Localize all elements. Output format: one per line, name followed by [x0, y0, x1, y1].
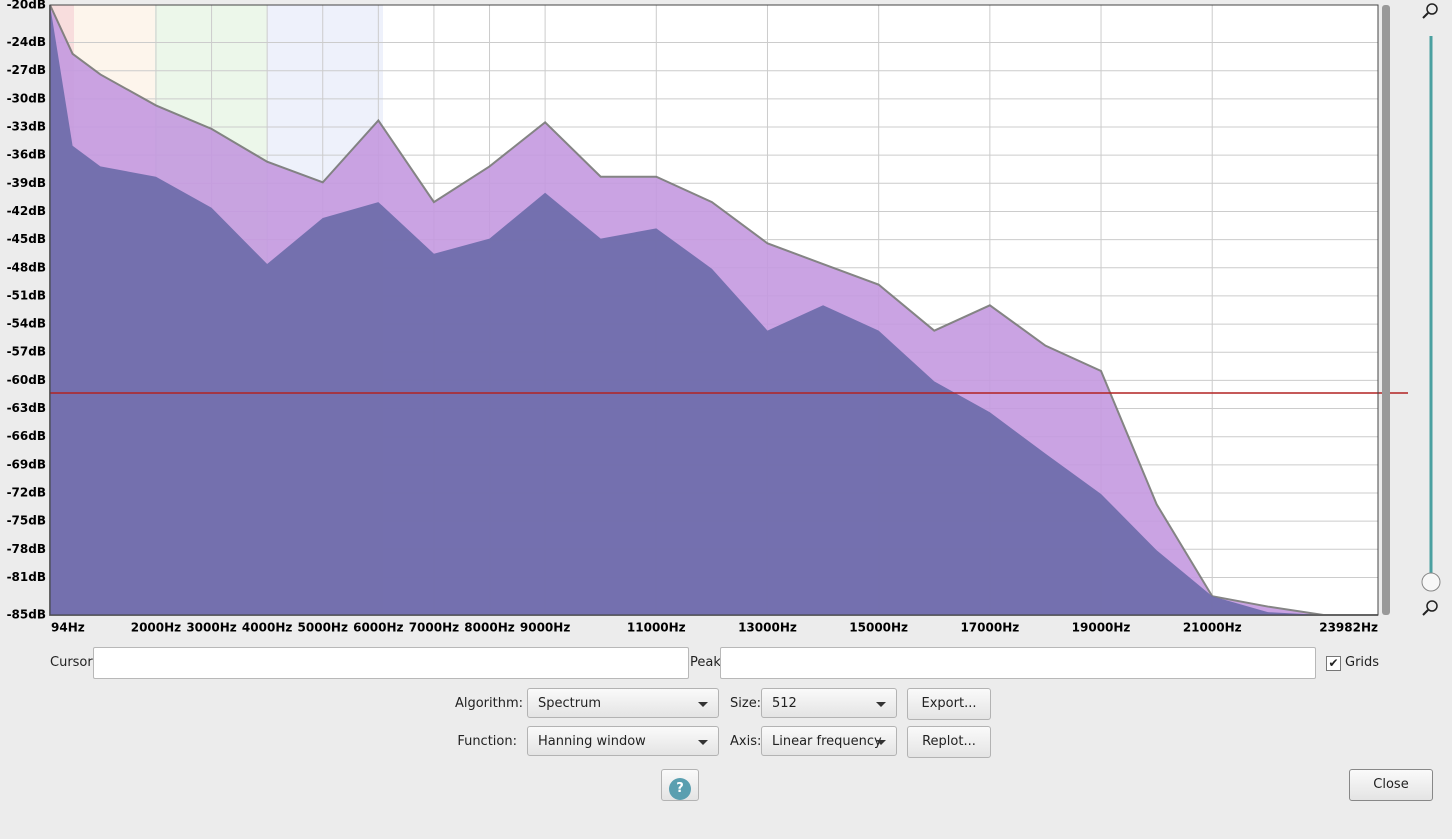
- x-tick-label: 5000Hz: [298, 621, 348, 635]
- cursor-field[interactable]: [93, 647, 689, 679]
- spectrum-plot: -20dB -24dB -27dB -30dB -33dB -36dB -39dB -42dB…: [7, 0, 1441, 635]
- x-tick-label: 7000Hz: [409, 621, 459, 635]
- axis-dropdown[interactable]: Linear frequency: [761, 726, 897, 756]
- cursor-label: Cursor:: [50, 655, 97, 670]
- y-tick-label: -27dB: [7, 63, 46, 77]
- y-tick-label: -57dB: [7, 345, 46, 359]
- replot-button[interactable]: Replot...: [907, 726, 991, 758]
- function-dropdown[interactable]: Hanning window: [527, 726, 719, 756]
- y-tick-label: -85dB: [7, 608, 46, 622]
- y-tick-label: -81dB: [7, 570, 46, 584]
- zoom-out-icon[interactable]: [1422, 600, 1438, 616]
- grids-label: Grids: [1345, 655, 1380, 670]
- y-tick-label: -69dB: [7, 457, 46, 471]
- y-tick-label: -75dB: [7, 514, 46, 528]
- y-tick-label: -45dB: [7, 232, 46, 246]
- y-tick-label: -78dB: [7, 542, 46, 556]
- axis-label: Axis:: [730, 734, 762, 749]
- y-tick-label: -33dB: [7, 120, 46, 134]
- y-tick-label: -54dB: [7, 317, 46, 331]
- x-tick-label: 23982Hz: [1319, 621, 1378, 635]
- y-tick-label: -51dB: [7, 288, 46, 302]
- peak-field[interactable]: [720, 647, 1316, 679]
- x-tick-label: 8000Hz: [464, 621, 514, 635]
- y-tick-label: -24dB: [7, 35, 46, 49]
- zoom-knob[interactable]: [1421, 572, 1441, 592]
- y-tick-label: -60dB: [7, 373, 46, 387]
- grids-checkbox[interactable]: ✔: [1326, 656, 1341, 671]
- close-button[interactable]: Close: [1349, 769, 1433, 801]
- size-label: Size:: [730, 696, 762, 711]
- peak-label: Peak:: [690, 655, 726, 670]
- x-tick-label: 4000Hz: [242, 621, 292, 635]
- x-tick-label: 9000Hz: [520, 621, 570, 635]
- algorithm-dropdown[interactable]: Spectrum: [527, 688, 719, 718]
- y-tick-label: -30dB: [7, 91, 46, 105]
- y-tick-label: -39dB: [7, 176, 46, 190]
- x-tick-label: 94Hz: [51, 621, 85, 635]
- y-tick-label: -63dB: [7, 401, 46, 415]
- algorithm-label: Algorithm:: [454, 696, 523, 711]
- y-tick-label: -36dB: [7, 148, 46, 162]
- scrollbar[interactable]: [1382, 5, 1390, 615]
- y-tick-label: -48dB: [7, 260, 46, 274]
- x-tick-label: 2000Hz: [131, 621, 181, 635]
- plot-frame: [49, 4, 1379, 616]
- x-tick-label: 15000Hz: [849, 621, 908, 635]
- x-tick-label: 19000Hz: [1072, 621, 1131, 635]
- y-tick-label: -42dB: [7, 204, 46, 218]
- x-tick-label: 3000Hz: [186, 621, 236, 635]
- x-tick-label: 11000Hz: [627, 621, 686, 635]
- y-tick-label: -66dB: [7, 429, 46, 443]
- x-tick-label: 17000Hz: [960, 621, 1019, 635]
- help-icon: ?: [669, 778, 691, 800]
- spectrum-area: [50, 5, 1378, 615]
- function-label: Function:: [457, 734, 517, 749]
- x-tick-label: 6000Hz: [353, 621, 403, 635]
- x-tick-label: 13000Hz: [738, 621, 797, 635]
- x-tick-label: 21000Hz: [1183, 621, 1242, 635]
- zoom-in-icon[interactable]: [1422, 3, 1438, 19]
- export-button[interactable]: Export...: [907, 688, 991, 720]
- y-tick-label: -20dB: [7, 0, 46, 12]
- help-button[interactable]: ?: [661, 769, 699, 801]
- y-tick-label: -72dB: [7, 486, 46, 500]
- size-dropdown[interactable]: 512: [761, 688, 897, 718]
